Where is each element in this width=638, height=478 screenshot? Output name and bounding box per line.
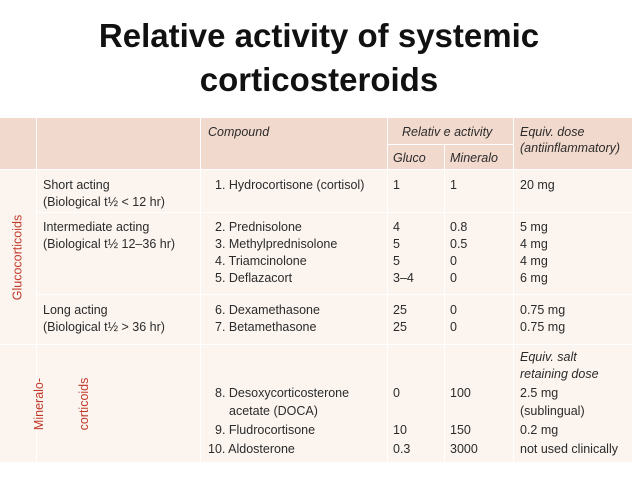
grid-line bbox=[0, 344, 632, 345]
grid-line bbox=[36, 118, 37, 462]
header-retaining-dose: retaining dose bbox=[520, 367, 599, 381]
dose-cell: 0.75 mg bbox=[520, 320, 566, 334]
header-equiv-dose: Equiv. dose bbox=[520, 125, 585, 139]
dose-cell: 0.75 mg bbox=[520, 303, 566, 317]
dose-cell: 4 mg bbox=[520, 254, 548, 268]
mineralo-cell: 100 bbox=[450, 386, 471, 400]
gluco-cell: 4 bbox=[393, 220, 400, 234]
dose-cell: 6 mg bbox=[520, 271, 548, 285]
dose-cell: 4 mg bbox=[520, 237, 548, 251]
compound-cell: 3. Methylprednisolone bbox=[215, 237, 338, 251]
category-long-acting: Long acting bbox=[43, 303, 108, 317]
gluco-cell: 0 bbox=[393, 386, 400, 400]
mineralo-cell: 0.8 bbox=[450, 220, 468, 234]
gluco-cell: 5 bbox=[393, 237, 400, 251]
slide-title: Relative activity of systemic corticoste… bbox=[0, 14, 638, 102]
compound-cell: 10. Aldosterone bbox=[208, 442, 295, 456]
header-mineralo: Mineralo bbox=[450, 151, 498, 165]
compound-cell: 5. Deflazacort bbox=[215, 271, 293, 285]
grid-line bbox=[387, 118, 388, 462]
mineralo-cell: 0.5 bbox=[450, 237, 468, 251]
grid-line bbox=[387, 144, 513, 145]
gluco-cell: 1 bbox=[393, 178, 400, 192]
grid-line bbox=[200, 118, 201, 462]
corticosteroid-table: Compound Relativ e activity Gluco Minera… bbox=[0, 118, 632, 462]
dose-cell: not used clinically bbox=[520, 442, 618, 456]
gluco-cell: 5 bbox=[393, 254, 400, 268]
dose-cell: 5 mg bbox=[520, 220, 548, 234]
gluco-cell: 10 bbox=[393, 423, 407, 437]
dose-cell: 20 mg bbox=[520, 178, 555, 192]
mineralo-cell: 0 bbox=[450, 254, 457, 268]
group-label-glucocorticoids: Glucocorticoids bbox=[10, 214, 25, 301]
group-label-mineralo-line-1: Mineralo- bbox=[32, 377, 46, 431]
table-header bbox=[0, 118, 632, 169]
header-compound: Compound bbox=[208, 125, 270, 139]
dose-cell: (sublingual) bbox=[520, 404, 585, 418]
category-short-acting-halflife: (Biological t½ < 12 hr) bbox=[43, 195, 165, 209]
category-long-acting-halflife: (Biological t½ > 36 hr) bbox=[43, 320, 165, 334]
grid-line bbox=[444, 144, 445, 462]
compound-cell: 8. Desoxycorticosterone bbox=[215, 386, 350, 400]
category-intermediate-acting: Intermediate acting bbox=[43, 220, 150, 234]
compound-cell: acetate (DOCA) bbox=[229, 404, 318, 418]
mineralo-cell: 0 bbox=[450, 303, 457, 317]
slide-title-line-1: Relative activity of systemic bbox=[98, 17, 540, 54]
header-equiv-salt: Equiv. salt bbox=[520, 350, 577, 364]
slide-title-line-2: corticosteroids bbox=[199, 61, 439, 98]
compound-cell: 7. Betamethasone bbox=[215, 320, 317, 334]
compound-cell: 2. Prednisolone bbox=[215, 220, 302, 234]
compound-cell: 4. Triamcinolone bbox=[215, 254, 307, 268]
category-short-acting: Short acting bbox=[43, 178, 110, 192]
gluco-cell: 3–4 bbox=[393, 271, 414, 285]
gluco-cell: 25 bbox=[393, 303, 407, 317]
header-equiv-dose-sub: (antiinflammatory) bbox=[520, 141, 621, 155]
mineralo-cell: 0 bbox=[450, 271, 457, 285]
grid-line bbox=[513, 118, 514, 462]
gluco-cell: 25 bbox=[393, 320, 407, 334]
group-label-mineralo-line-2: corticoids bbox=[77, 377, 91, 431]
compound-cell: 9. Fludrocortisone bbox=[215, 423, 316, 437]
compound-cell: 6. Dexamethasone bbox=[215, 303, 320, 317]
grid-line bbox=[36, 212, 632, 213]
mineralo-cell: 150 bbox=[450, 423, 471, 437]
mineralo-cell: 3000 bbox=[450, 442, 478, 456]
gluco-cell: 0.3 bbox=[393, 442, 411, 456]
category-intermediate-halflife: (Biological t½ 12–36 hr) bbox=[43, 237, 176, 251]
grid-line bbox=[36, 294, 632, 295]
header-relative-activity: Relativ e activity bbox=[402, 125, 493, 139]
mineralo-cell: 0 bbox=[450, 320, 457, 334]
grid-line bbox=[0, 169, 632, 170]
dose-cell: 2.5 mg bbox=[520, 386, 559, 400]
group-label-mineralocorticoids: Mineralo- corticoids bbox=[2, 348, 91, 460]
mineralo-cell: 1 bbox=[450, 178, 457, 192]
dose-cell: 0.2 mg bbox=[520, 423, 559, 437]
compound-cell: 1. Hydrocortisone (cortisol) bbox=[215, 178, 365, 192]
header-gluco: Gluco bbox=[393, 151, 426, 165]
